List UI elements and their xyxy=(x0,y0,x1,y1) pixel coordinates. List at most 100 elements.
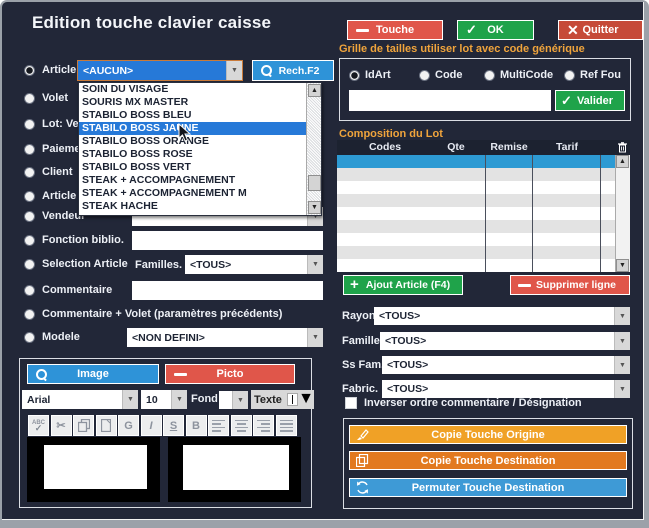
table-row[interactable] xyxy=(337,246,615,259)
chevron-down-icon[interactable]: ▼ xyxy=(307,255,323,274)
chevron-down-icon[interactable]: ▼ xyxy=(226,61,242,80)
rayon-combo[interactable]: <TOUS> ▼ xyxy=(374,307,630,325)
table-row[interactable] xyxy=(337,181,615,194)
radio-lot[interactable] xyxy=(24,119,35,130)
radio-paiement[interactable] xyxy=(24,144,35,155)
list-item[interactable]: SOURIS MX MASTER xyxy=(82,96,189,108)
font-combo[interactable]: Arial ▼ xyxy=(22,390,138,409)
fond-color-combo[interactable]: ▼ xyxy=(219,391,248,409)
table-row-selected[interactable] xyxy=(337,155,615,168)
align-left-button[interactable] xyxy=(208,415,229,436)
code-generique-input[interactable] xyxy=(349,90,551,111)
inverser-checkbox[interactable] xyxy=(345,397,357,409)
chevron-down-icon[interactable]: ▼ xyxy=(122,390,138,409)
chevron-down-icon[interactable]: ▼ xyxy=(614,332,630,350)
image-button[interactable]: Image xyxy=(27,364,159,384)
ssfam-combo[interactable]: <TOUS> ▼ xyxy=(382,356,630,374)
radio-commentaire-volet[interactable] xyxy=(24,309,35,320)
bold-button[interactable]: G xyxy=(118,415,139,436)
dropdown-scrollbar[interactable]: ▲ ▼ xyxy=(306,83,321,215)
composition-table[interactable]: Codes Qte Remise Tarif ▲ ▼ xyxy=(337,140,630,272)
rech-f2-label: Rech.F2 xyxy=(278,64,320,77)
chevron-down-icon[interactable]: ▼ xyxy=(614,356,630,374)
font-size-combo[interactable]: 10 ▼ xyxy=(141,390,187,409)
list-item[interactable]: STEAK + ACCOMPAGNEMENT M xyxy=(82,187,247,199)
radio-vendeur[interactable] xyxy=(24,211,35,222)
fonction-biblio-input[interactable] xyxy=(132,231,323,250)
article-dropdown-list: SOIN DU VISAGE SOURIS MX MASTER STABILO … xyxy=(78,82,322,216)
chevron-down-icon[interactable]: ▼ xyxy=(171,390,187,409)
table-row[interactable] xyxy=(337,194,615,207)
list-item[interactable]: STEAK HACHE xyxy=(82,200,158,212)
radio-fonction-biblio[interactable] xyxy=(24,235,35,246)
table-row[interactable] xyxy=(337,259,615,272)
scroll-down-icon[interactable]: ▼ xyxy=(308,201,321,214)
valider-button[interactable]: ✓ Valider xyxy=(555,90,625,111)
table-row[interactable] xyxy=(337,207,615,220)
table-row[interactable] xyxy=(337,168,615,181)
copy-pages-icon xyxy=(356,454,369,467)
scroll-down-icon[interactable]: ▼ xyxy=(616,259,629,272)
radio-idart[interactable] xyxy=(349,70,360,81)
radio-modele[interactable] xyxy=(24,332,35,343)
permuter-touche-destination-button[interactable]: Permuter Touche Destination xyxy=(349,478,627,497)
copie-touche-origine-button[interactable]: Copie Touche Origine xyxy=(349,425,627,444)
list-item-selected[interactable]: STABILO BOSS JAUNE xyxy=(79,122,308,135)
table-scrollbar[interactable]: ▲ ▼ xyxy=(615,155,630,272)
article-combo[interactable]: <AUCUN> ▼ xyxy=(77,60,243,81)
chevron-down-icon[interactable]: ▼ xyxy=(298,390,314,407)
radio-client[interactable] xyxy=(24,167,35,178)
copy-button[interactable] xyxy=(73,415,94,436)
touch-preview-image[interactable] xyxy=(27,437,160,502)
radio-multicode[interactable] xyxy=(484,70,495,81)
radio-article[interactable] xyxy=(24,65,35,76)
ajout-article-button[interactable]: + Ajout Article (F4) xyxy=(343,275,463,295)
list-item[interactable]: STABILO BOSS BLEU xyxy=(82,109,192,121)
list-item[interactable]: SOIN DU VISAGE xyxy=(82,83,169,95)
chevron-down-icon[interactable]: ▼ xyxy=(307,328,323,347)
chevron-down-icon[interactable]: ▼ xyxy=(614,380,630,398)
list-item[interactable]: STABILO BOSS VERT xyxy=(82,161,191,173)
radio-volet[interactable] xyxy=(24,93,35,104)
trash-icon[interactable] xyxy=(618,142,627,153)
radio-article-plus[interactable] xyxy=(24,191,35,202)
texte-color-combo[interactable]: Texte ▼ xyxy=(251,390,314,409)
table-row[interactable] xyxy=(337,233,615,246)
list-item[interactable]: STEAK + ACCOMPAGNEMENT xyxy=(82,174,236,186)
modele-combo[interactable]: <NON DEFINI> ▼ xyxy=(127,328,323,347)
paste-button[interactable] xyxy=(95,415,117,436)
radio-selection-article[interactable] xyxy=(24,259,35,270)
copie-touche-destination-button[interactable]: Copie Touche Destination xyxy=(349,451,627,470)
scroll-up-icon[interactable]: ▲ xyxy=(616,155,629,168)
rech-f2-button[interactable]: Rech.F2 xyxy=(252,60,334,81)
scroll-up-icon[interactable]: ▲ xyxy=(308,84,321,97)
ok-button[interactable]: ✓ OK xyxy=(457,20,534,40)
quitter-button[interactable]: ✕ Quitter xyxy=(558,20,643,40)
radio-reffou[interactable] xyxy=(564,70,575,81)
italic-button[interactable]: I xyxy=(140,415,162,436)
radio-commentaire[interactable] xyxy=(24,285,35,296)
table-row[interactable] xyxy=(337,220,615,233)
famille-combo[interactable]: <TOUS> ▼ xyxy=(380,332,630,350)
picto-button[interactable]: Picto xyxy=(165,364,295,384)
chevron-down-icon[interactable]: ▼ xyxy=(614,307,630,325)
align-justify-button[interactable] xyxy=(275,415,297,436)
spellcheck-button[interactable]: ABC ✓ xyxy=(28,415,49,436)
touche-button[interactable]: Touche xyxy=(347,20,443,40)
familles-combo[interactable]: <TOUS> ▼ xyxy=(185,255,323,274)
align-center-button[interactable] xyxy=(230,415,252,436)
underline-button[interactable]: S xyxy=(163,415,184,436)
scrollbar-thumb[interactable] xyxy=(308,175,321,191)
fabric-combo[interactable]: <TOUS> ▼ xyxy=(382,380,630,398)
radio-code[interactable] xyxy=(419,70,430,81)
supprimer-ligne-button[interactable]: Supprimer ligne xyxy=(510,275,630,295)
list-item[interactable]: STABILO BOSS ORANGE xyxy=(82,135,209,147)
commentaire-input[interactable] xyxy=(132,281,323,300)
cut-button[interactable]: ✂ xyxy=(50,415,72,436)
list-item[interactable]: STABILO BOSS ROSE xyxy=(82,148,193,160)
align-right-button[interactable] xyxy=(253,415,274,436)
chevron-down-icon[interactable]: ▼ xyxy=(232,391,248,409)
close-icon: ✕ xyxy=(567,22,579,38)
touch-preview-picto[interactable] xyxy=(168,437,301,502)
strikethrough-button[interactable]: B xyxy=(185,415,207,436)
